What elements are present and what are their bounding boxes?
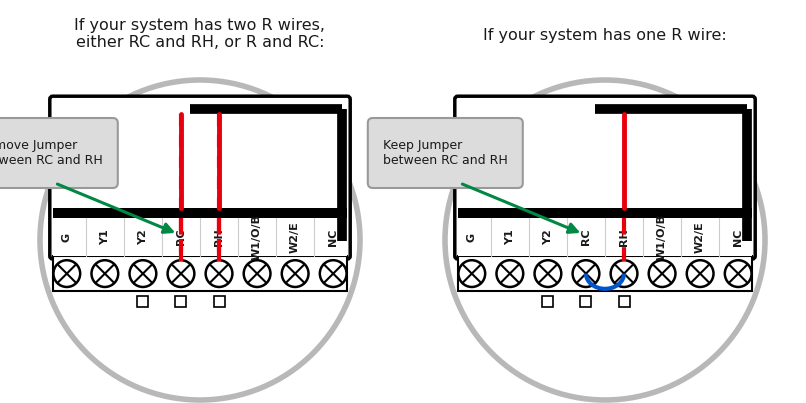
Circle shape [130, 260, 156, 287]
Bar [53, 256, 347, 291]
Bar [458, 218, 752, 256]
Bar [137, 296, 148, 307]
Circle shape [459, 260, 485, 287]
Text: W2/E: W2/E [290, 221, 300, 253]
Text: Y2: Y2 [138, 229, 148, 245]
Bar [458, 256, 752, 291]
Text: Y2: Y2 [543, 229, 553, 245]
Bar [176, 296, 186, 307]
Circle shape [687, 260, 713, 287]
Text: Remove Jumper
between RC and RH: Remove Jumper between RC and RH [0, 139, 102, 167]
Bar [214, 296, 225, 307]
Circle shape [92, 260, 118, 287]
Text: NC: NC [328, 229, 339, 246]
Circle shape [649, 260, 675, 287]
Text: NC: NC [733, 229, 743, 246]
Bar [580, 296, 592, 307]
Circle shape [243, 260, 271, 287]
Text: RC: RC [176, 229, 186, 245]
Text: RH: RH [214, 228, 224, 246]
Bar [542, 296, 554, 307]
Text: Y1: Y1 [505, 229, 515, 245]
Circle shape [40, 80, 360, 400]
Text: RC: RC [581, 229, 591, 245]
Bar [618, 296, 629, 307]
Text: If your system has one R wire:: If your system has one R wire: [483, 28, 727, 43]
Text: Y1: Y1 [100, 229, 110, 245]
Circle shape [445, 80, 765, 400]
FancyBboxPatch shape [0, 118, 118, 188]
Circle shape [725, 260, 751, 287]
Text: G: G [467, 233, 477, 241]
Circle shape [572, 260, 600, 287]
Text: If your system has two R wires,
either RC and RH, or R and RC:: If your system has two R wires, either R… [74, 18, 326, 50]
FancyBboxPatch shape [368, 118, 523, 188]
Circle shape [320, 260, 347, 287]
Circle shape [534, 260, 561, 287]
Bar [53, 218, 347, 256]
Text: Keep Jumper
between RC and RH: Keep Jumper between RC and RH [383, 139, 508, 167]
Bar [53, 208, 347, 218]
Circle shape [206, 260, 232, 287]
Circle shape [611, 260, 638, 287]
Circle shape [53, 260, 80, 287]
FancyBboxPatch shape [455, 96, 755, 259]
Text: RH: RH [619, 228, 629, 246]
Circle shape [168, 260, 194, 287]
Text: W1/O/B: W1/O/B [252, 214, 262, 260]
Circle shape [282, 260, 309, 287]
Text: W1/O/B: W1/O/B [657, 214, 667, 260]
FancyBboxPatch shape [50, 96, 350, 259]
Text: W2/E: W2/E [695, 221, 705, 253]
Text: G: G [62, 233, 72, 241]
Bar [458, 208, 752, 218]
Circle shape [496, 260, 523, 287]
